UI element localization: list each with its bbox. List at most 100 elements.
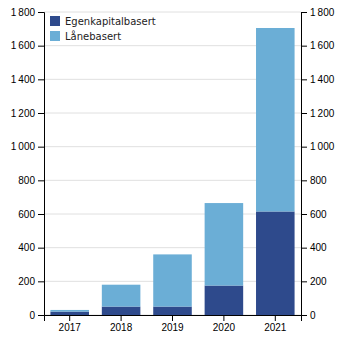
tick-mark bbox=[301, 281, 307, 282]
tick-label: 2018 bbox=[110, 322, 133, 333]
tick-mark bbox=[38, 147, 44, 148]
tick-label: 0 bbox=[29, 310, 35, 321]
tick: 1 400 bbox=[301, 74, 335, 85]
tick-label: 600 bbox=[310, 209, 327, 220]
tick: 600 bbox=[301, 209, 327, 220]
axis-line bbox=[38, 13, 45, 316]
legend-item: Lånebasert bbox=[50, 30, 121, 42]
tick-label: 200 bbox=[18, 276, 35, 287]
tick: 0 bbox=[301, 310, 316, 321]
tick-mark bbox=[38, 315, 44, 316]
tick-label: 1 400 bbox=[310, 74, 335, 85]
tick-mark bbox=[121, 315, 122, 321]
tick-mark bbox=[38, 46, 44, 47]
tick-label: 2019 bbox=[161, 322, 184, 333]
tick-label: 1 000 bbox=[310, 141, 335, 152]
bar bbox=[256, 28, 295, 211]
tick-mark bbox=[301, 248, 307, 249]
tick: 0 bbox=[29, 310, 44, 321]
legend-label: Egenkapitalbasert bbox=[65, 16, 156, 27]
tick: 1 800 bbox=[11, 7, 44, 18]
bar bbox=[153, 307, 192, 315]
x-axis: 2017 2018 2019 2020 2021 bbox=[45, 315, 302, 333]
tick: 2020 bbox=[213, 315, 236, 333]
tick-mark bbox=[69, 315, 70, 321]
tick: 1 000 bbox=[301, 141, 335, 152]
tick-label: 1 200 bbox=[310, 108, 335, 119]
tick: 2017 bbox=[59, 315, 82, 333]
tick: 1 200 bbox=[301, 108, 335, 119]
tick-mark bbox=[275, 315, 276, 321]
tick: 1 800 bbox=[301, 7, 335, 18]
tick-mark bbox=[172, 315, 173, 321]
bar bbox=[102, 285, 141, 307]
tick: 400 bbox=[301, 242, 327, 253]
tick: 1 600 bbox=[11, 40, 44, 51]
tick: 2018 bbox=[110, 315, 133, 333]
tick: 1 400 bbox=[11, 74, 44, 85]
tick: 400 bbox=[18, 242, 44, 253]
tick-mark bbox=[301, 46, 307, 47]
bar bbox=[153, 254, 192, 306]
tick-label: 0 bbox=[310, 310, 316, 321]
y-axis: 0 200 400 600 800 1 000 1 200 1 400 1 600 1 800 bbox=[11, 7, 45, 321]
tick-label: 1 800 bbox=[11, 7, 36, 18]
tick: 800 bbox=[301, 175, 327, 186]
tick: 1 600 bbox=[301, 40, 335, 51]
tick: 200 bbox=[301, 276, 327, 287]
tick-label: 1 000 bbox=[11, 141, 36, 152]
tick: 200 bbox=[18, 276, 44, 287]
tick: 600 bbox=[18, 209, 44, 220]
tick-mark bbox=[301, 113, 307, 114]
bar bbox=[205, 286, 244, 315]
bar bbox=[102, 307, 141, 315]
tick-mark bbox=[38, 180, 44, 181]
tick-label: 600 bbox=[18, 209, 35, 220]
tick-label: 800 bbox=[310, 175, 327, 186]
tick-mark bbox=[301, 214, 307, 215]
tick-mark bbox=[223, 315, 224, 321]
series bbox=[50, 28, 294, 312]
tick-mark bbox=[301, 147, 307, 148]
tick-mark bbox=[38, 281, 44, 282]
chart: 2017 2018 2019 2020 2021 0 200 400 600 800 1 000 1 … bbox=[0, 0, 345, 341]
tick-label: 1 400 bbox=[11, 74, 36, 85]
tick-mark bbox=[38, 214, 44, 215]
legend: Egenkapitalbasert Lånebasert bbox=[50, 16, 156, 42]
y2-axis: 0 200 400 600 800 1 000 1 200 1 400 1 600 1 800 bbox=[301, 7, 335, 321]
tick-mark bbox=[301, 79, 307, 80]
tick-label: 400 bbox=[310, 242, 327, 253]
tick-mark bbox=[38, 248, 44, 249]
bar bbox=[50, 310, 89, 312]
tick-label: 2020 bbox=[213, 322, 236, 333]
tick-mark bbox=[301, 180, 307, 181]
tick: 2019 bbox=[161, 315, 184, 333]
tick: 1 200 bbox=[11, 108, 44, 119]
tick-label: 2021 bbox=[264, 322, 287, 333]
grid-line bbox=[44, 12, 301, 13]
tick-mark bbox=[301, 12, 307, 13]
tick-label: 2017 bbox=[59, 322, 82, 333]
tick: 2021 bbox=[264, 315, 287, 333]
tick-label: 1 600 bbox=[11, 40, 36, 51]
bar bbox=[205, 203, 244, 285]
tick-label: 200 bbox=[310, 276, 327, 287]
tick-mark bbox=[301, 315, 307, 316]
legend-swatch bbox=[50, 31, 60, 41]
bar bbox=[256, 211, 295, 315]
legend-label: Lånebasert bbox=[65, 30, 121, 42]
series bbox=[50, 211, 294, 315]
bars bbox=[50, 28, 294, 315]
bar bbox=[50, 312, 89, 315]
tick-label: 400 bbox=[18, 242, 35, 253]
legend-item: Egenkapitalbasert bbox=[50, 16, 156, 27]
grid bbox=[44, 12, 301, 315]
plot: 2017 2018 2019 2020 2021 0 200 400 600 800 1 000 1 … bbox=[11, 7, 335, 333]
tick-mark bbox=[38, 12, 44, 13]
tick-mark bbox=[38, 79, 44, 80]
tick-label: 1 600 bbox=[310, 40, 335, 51]
tick-label: 800 bbox=[18, 175, 35, 186]
tick-label: 1 800 bbox=[310, 7, 335, 18]
tick: 1 000 bbox=[11, 141, 44, 152]
legend-swatch bbox=[50, 16, 60, 26]
